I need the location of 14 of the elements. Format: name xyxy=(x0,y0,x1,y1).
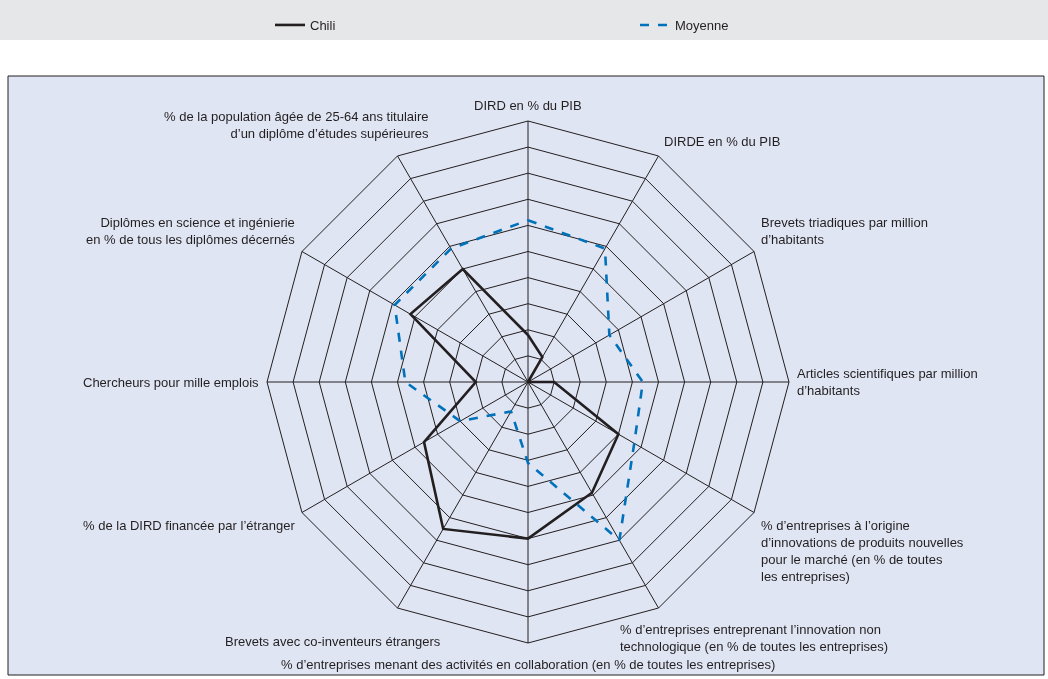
spoke-label: % de la DIRD financée par l’étranger xyxy=(83,518,296,533)
spoke-label: Diplômes en science et ingénierie en % de tous les diplômes décernés xyxy=(86,215,296,247)
spoke-label: % d’entreprises à l’origine d’innovations de produits nouvelles pour le marché (en % de toutes les entreprises) xyxy=(761,518,964,584)
spoke-label: DIRDE en % du PIB xyxy=(664,134,781,149)
spoke-label: Brevets avec co-inventeurs étrangers xyxy=(225,634,441,649)
spoke-label: Brevets triadiques par million d’habitants xyxy=(761,215,928,247)
spoke-label: Chercheurs pour mille emplois xyxy=(83,375,260,390)
spoke-label: % d’entreprises entreprenant l’innovation non technologique (en % de toutes les entreprises) xyxy=(620,622,889,654)
legend-label: Moyenne xyxy=(675,18,729,34)
spoke-label: % d’entreprises menant des activités en collaboration (en % de toutes les entreprises) xyxy=(281,657,776,672)
legend-label: Chili xyxy=(310,18,336,34)
spoke-label: % de la population âgée de 25-64 ans titulaire d’un diplôme d’études supérieures xyxy=(164,109,430,141)
spoke-label: DIRD en % du PIB xyxy=(474,98,582,113)
spoke-label: Articles scientifiques par million d’habitants xyxy=(797,366,978,398)
